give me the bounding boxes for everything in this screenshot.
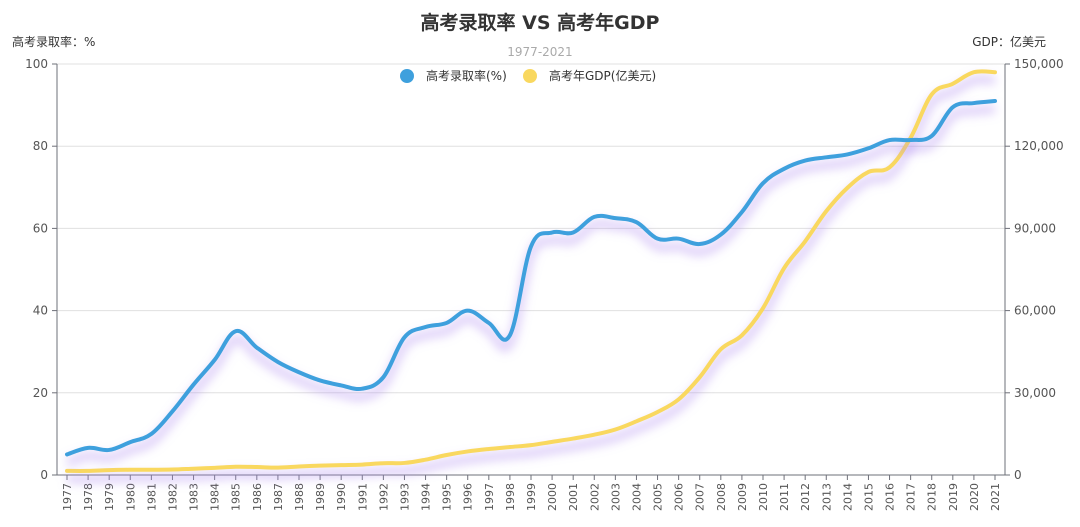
x-tick-label: 2011	[778, 483, 791, 511]
x-tick-label: 2000	[546, 483, 559, 511]
x-tick-label: 2015	[862, 483, 875, 511]
x-tick-label: 2002	[588, 483, 601, 511]
x-tick-label: 2018	[926, 483, 939, 511]
x-tick-label: 1995	[441, 483, 454, 511]
x-tick-label: 2009	[736, 483, 749, 511]
x-tick-label: 1991	[356, 483, 369, 511]
legend-marker-gdp	[523, 69, 537, 83]
series-glow-gdp	[66, 75, 996, 483]
x-tick-label: 1990	[335, 483, 348, 511]
x-tick-label: 2007	[694, 483, 707, 511]
x-tick-label: 2017	[905, 483, 918, 511]
right-tick-label: 0	[1014, 468, 1022, 482]
legend-item-admission-rate[interactable]: 高考录取率(%)	[400, 68, 507, 83]
left-tick-label: 20	[33, 386, 48, 400]
right-tick-label: 30,000	[1014, 386, 1056, 400]
series-layer	[65, 69, 997, 483]
x-tick-label: 1987	[272, 483, 285, 511]
x-tick-label: 1992	[377, 483, 390, 511]
right-axis: 0 30,000 60,000 90,000 120,000 150,000	[1004, 57, 1064, 482]
left-tick-label: 60	[33, 221, 48, 235]
series-line-gdp	[65, 69, 997, 473]
right-tick-label: 120,000	[1014, 139, 1064, 153]
x-tick-label: 1980	[124, 483, 137, 511]
x-tick-label: 1994	[420, 483, 433, 511]
x-axis: 1977 1978 1979 1980 1981 1982 1983 1984 1985 1986…	[61, 475, 1002, 511]
x-tick-label: 2013	[820, 483, 833, 511]
x-tick-label: 1985	[230, 483, 243, 511]
x-tick-label: 1981	[145, 483, 158, 511]
x-tick-label: 2016	[884, 483, 897, 511]
x-tick-label: 1979	[103, 483, 116, 511]
left-tick-label: 100	[25, 57, 48, 71]
right-tick-label: 90,000	[1014, 221, 1056, 235]
x-tick-label: 1983	[188, 483, 201, 511]
legend-label-gdp: 高考年GDP(亿美元)	[549, 68, 656, 83]
x-tick-label: 2020	[968, 483, 981, 511]
x-tick-label: 2003	[609, 483, 622, 511]
x-tick-label: 2004	[630, 483, 643, 511]
legend-label-admission-rate: 高考录取率(%)	[426, 68, 507, 83]
x-tick-label: 1989	[314, 483, 327, 511]
left-tick-label: 40	[33, 304, 48, 318]
x-tick-label: 2001	[567, 483, 580, 511]
x-tick-label: 2012	[799, 483, 812, 511]
right-tick-label: 150,000	[1014, 57, 1064, 71]
legend-marker-admission-rate	[400, 69, 414, 83]
x-tick-label: 1999	[525, 483, 538, 511]
x-tick-label: 2019	[947, 483, 960, 511]
x-tick-label: 2005	[652, 483, 665, 511]
right-axis-name: GDP：亿美元	[972, 34, 1046, 49]
x-tick-label: 2021	[989, 483, 1002, 511]
x-tick-label: 1993	[398, 483, 411, 511]
legend[interactable]: 高考录取率(%) 高考年GDP(亿美元)	[400, 68, 656, 83]
x-tick-label: 1978	[82, 483, 95, 511]
gridlines	[57, 63, 1005, 476]
x-tick-label: 1996	[462, 483, 475, 511]
x-tick-label: 1998	[504, 483, 517, 511]
left-axis: 0 20 40 60 80 100	[25, 57, 58, 482]
x-tick-label: 2006	[673, 483, 686, 511]
x-tick-label: 1986	[251, 483, 264, 511]
chart-subtitle: 1977-2021	[507, 45, 572, 59]
x-tick-label: 1977	[61, 483, 74, 511]
x-tick-label: 2008	[715, 483, 728, 511]
x-tick-label: 1997	[483, 483, 496, 511]
series-glow-admission-rate	[65, 105, 996, 467]
x-tick-label: 2010	[757, 483, 770, 511]
x-tick-label: 1984	[209, 483, 222, 511]
chart-title: 高考录取率 VS 高考年GDP	[421, 11, 660, 34]
x-tick-label: 2014	[841, 483, 854, 511]
left-tick-label: 80	[33, 139, 48, 153]
x-tick-label: 1988	[293, 483, 306, 511]
series-line-admission-rate	[65, 98, 997, 457]
right-tick-label: 60,000	[1014, 304, 1056, 318]
x-tick-label: 1982	[166, 483, 179, 511]
left-axis-name: 高考录取率：%	[12, 34, 95, 49]
legend-item-gdp[interactable]: 高考年GDP(亿美元)	[523, 68, 656, 83]
left-tick-label: 0	[40, 468, 48, 482]
